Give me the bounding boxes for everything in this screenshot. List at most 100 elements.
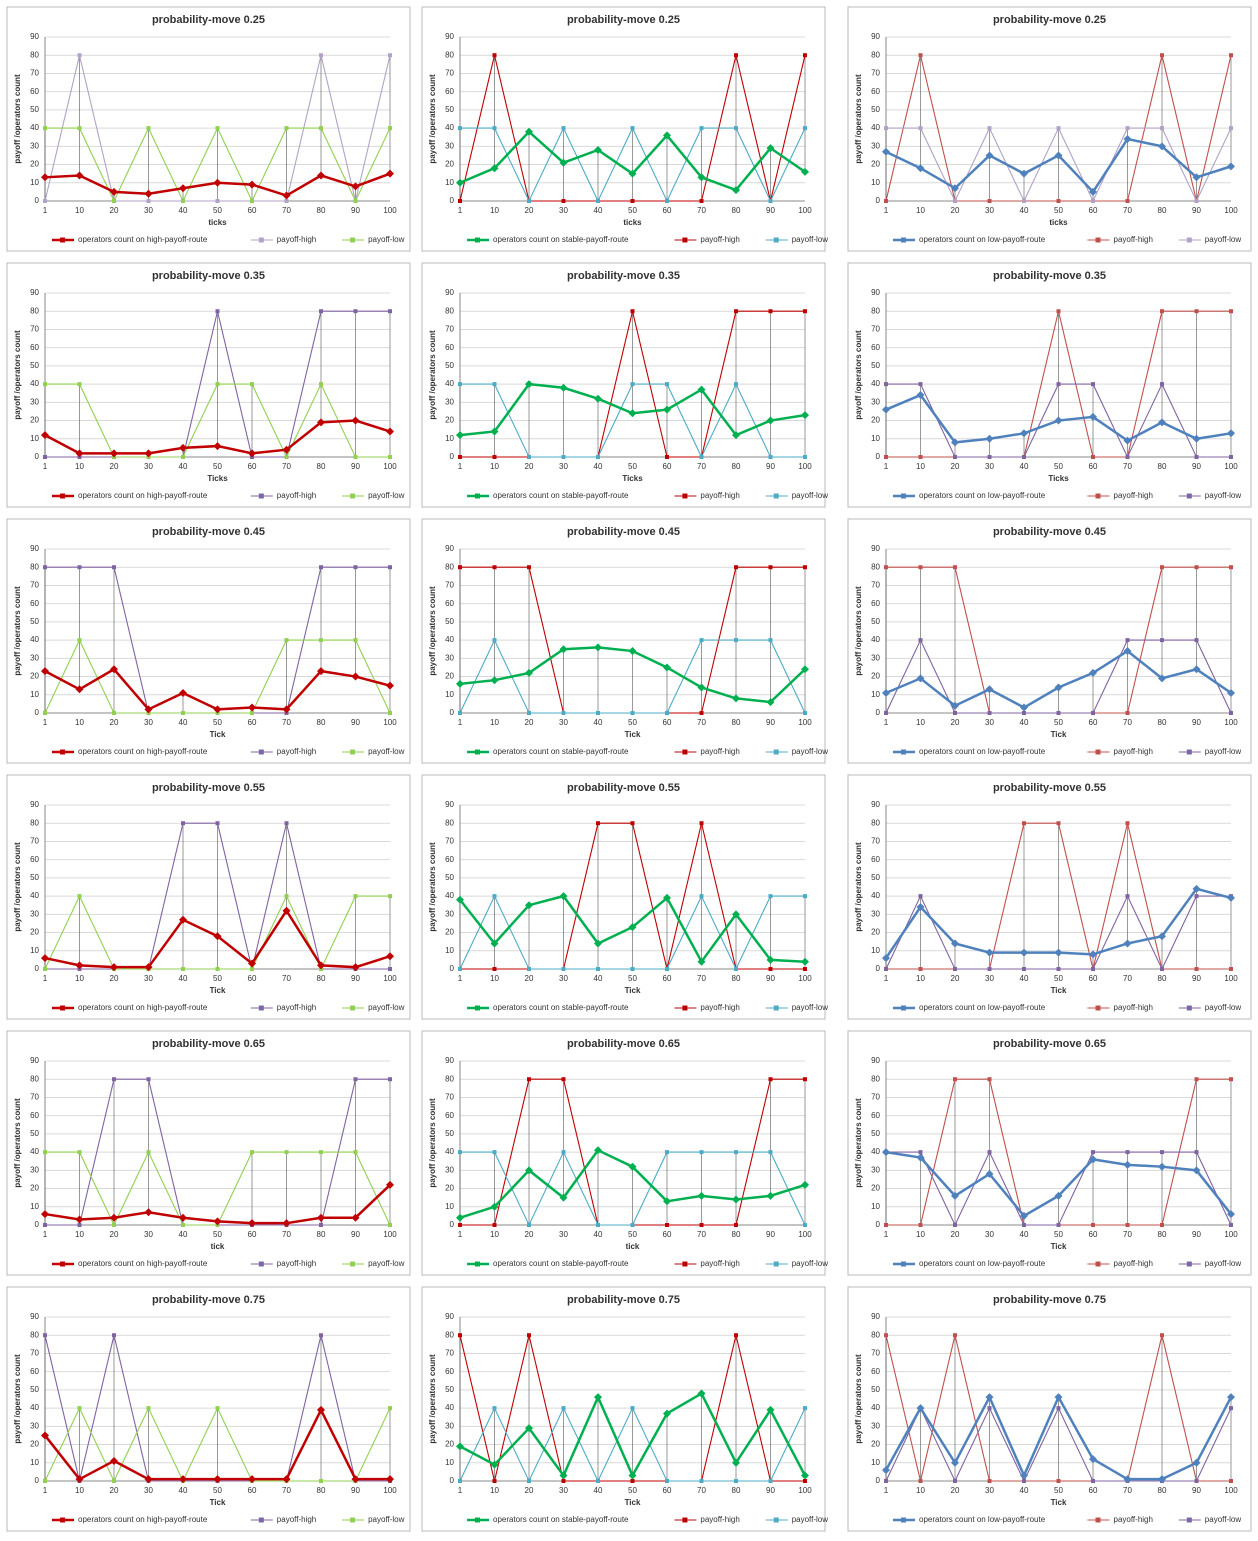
x-tick-label: 40 (179, 206, 188, 215)
data-point (630, 1406, 635, 1411)
data-point (386, 169, 394, 178)
y-tick-label: 60 (445, 343, 454, 352)
data-point (697, 683, 706, 692)
data-point (492, 967, 497, 971)
y-tick-label: 80 (871, 306, 880, 315)
y-tick-label: 80 (30, 1074, 39, 1083)
data-point (77, 1406, 82, 1411)
x-tick-label: 20 (110, 462, 119, 471)
data-point (492, 638, 497, 643)
legend-marker (682, 749, 688, 755)
x-tick-label: 70 (1123, 718, 1132, 727)
legend-label: payoff-high (1114, 235, 1153, 244)
data-point (386, 1475, 394, 1484)
x-tick-label: 50 (213, 974, 222, 983)
x-tick-label: 20 (110, 206, 119, 215)
data-point (248, 959, 256, 968)
legend-label: payoff-high (277, 1003, 316, 1012)
data-point (918, 565, 923, 570)
data-point (985, 151, 994, 160)
data-point (596, 455, 600, 459)
x-tick-label: 10 (75, 462, 84, 471)
data-point (181, 199, 185, 203)
y-axis-label: payoff /operators count (428, 586, 437, 676)
x-tick-label: 70 (282, 718, 291, 727)
data-point (697, 173, 706, 182)
data-point (1125, 711, 1130, 715)
y-tick-label: 20 (871, 160, 880, 169)
y-tick-label: 80 (445, 1074, 454, 1083)
data-point (768, 199, 773, 203)
chart-title: probability-move 0.65 (567, 1038, 680, 1050)
data-point (918, 967, 923, 971)
legend-label: payoff-high (700, 747, 739, 756)
data-point (732, 431, 740, 440)
y-tick-label: 80 (30, 562, 39, 571)
x-tick-label: 30 (985, 974, 994, 983)
data-point (1022, 967, 1026, 971)
x-tick-label: 70 (1123, 1230, 1132, 1239)
data-point (561, 126, 566, 131)
data-point (803, 711, 807, 715)
y-tick-label: 90 (30, 800, 39, 809)
x-tick-label: 40 (594, 974, 603, 983)
data-point (1125, 821, 1130, 826)
data-point (1125, 1150, 1130, 1155)
x-tick-label: 70 (1123, 206, 1132, 215)
data-point (918, 1223, 923, 1227)
x-tick-label: 100 (383, 462, 397, 471)
legend-label: payoff-low (1205, 747, 1242, 756)
data-point (1056, 1223, 1061, 1227)
y-tick-label: 50 (445, 617, 454, 626)
data-point (388, 126, 392, 131)
data-point (1229, 1223, 1233, 1227)
y-axis-label: payoff /operators count (854, 842, 863, 932)
data-point (75, 171, 84, 180)
x-tick-label: 50 (628, 718, 637, 727)
chart: probability-move 0.25 payoff /operators c… (6, 6, 411, 252)
x-tick-label: 10 (490, 974, 499, 983)
data-point (918, 894, 923, 899)
y-tick-label: 80 (30, 1330, 39, 1339)
data-point (351, 182, 360, 191)
data-point (1020, 169, 1028, 178)
y-tick-label: 60 (445, 855, 454, 864)
x-tick-label: 10 (916, 718, 925, 727)
legend-label: payoff-low (368, 1003, 405, 1012)
y-tick-label: 30 (30, 1165, 39, 1174)
x-tick-label: 40 (1020, 1230, 1029, 1239)
chart: probability-move 0.35 payoff /operators c… (421, 262, 828, 508)
y-tick-label: 30 (30, 1421, 39, 1430)
y-tick-label: 60 (30, 599, 39, 608)
y-tick-label: 60 (445, 87, 454, 96)
chart-panel (421, 6, 826, 252)
data-point (1056, 967, 1061, 971)
data-point (916, 1404, 925, 1413)
chart: probability-move 0.65 payoff /operators c… (421, 1030, 828, 1276)
data-point (630, 711, 635, 715)
y-tick-label: 20 (871, 1440, 880, 1449)
y-tick-label: 80 (445, 50, 454, 59)
data-point (1091, 199, 1095, 203)
chart-panel (421, 1030, 826, 1276)
data-point (918, 53, 923, 58)
legend-marker (682, 1517, 688, 1523)
x-tick-label: 70 (282, 974, 291, 983)
x-tick-label: 50 (1054, 1486, 1063, 1495)
x-tick-label: 10 (916, 974, 925, 983)
legend-marker (475, 1517, 480, 1523)
y-axis-label: payoff /operators count (13, 74, 22, 164)
data-point (987, 1150, 992, 1155)
legend-label: payoff-low (368, 491, 405, 500)
chart: probability-move 0.45 payoff /operators c… (847, 518, 1252, 764)
x-tick-label: 20 (951, 462, 960, 471)
data-point (77, 894, 82, 899)
data-point (951, 1191, 959, 1200)
data-point (630, 1223, 635, 1227)
x-tick-label: 60 (248, 462, 257, 471)
chart-title: probability-move 0.55 (993, 782, 1106, 794)
y-tick-label: 30 (871, 909, 880, 918)
y-tick-label: 30 (871, 653, 880, 662)
data-point (386, 681, 394, 690)
legend-marker (350, 1005, 356, 1011)
